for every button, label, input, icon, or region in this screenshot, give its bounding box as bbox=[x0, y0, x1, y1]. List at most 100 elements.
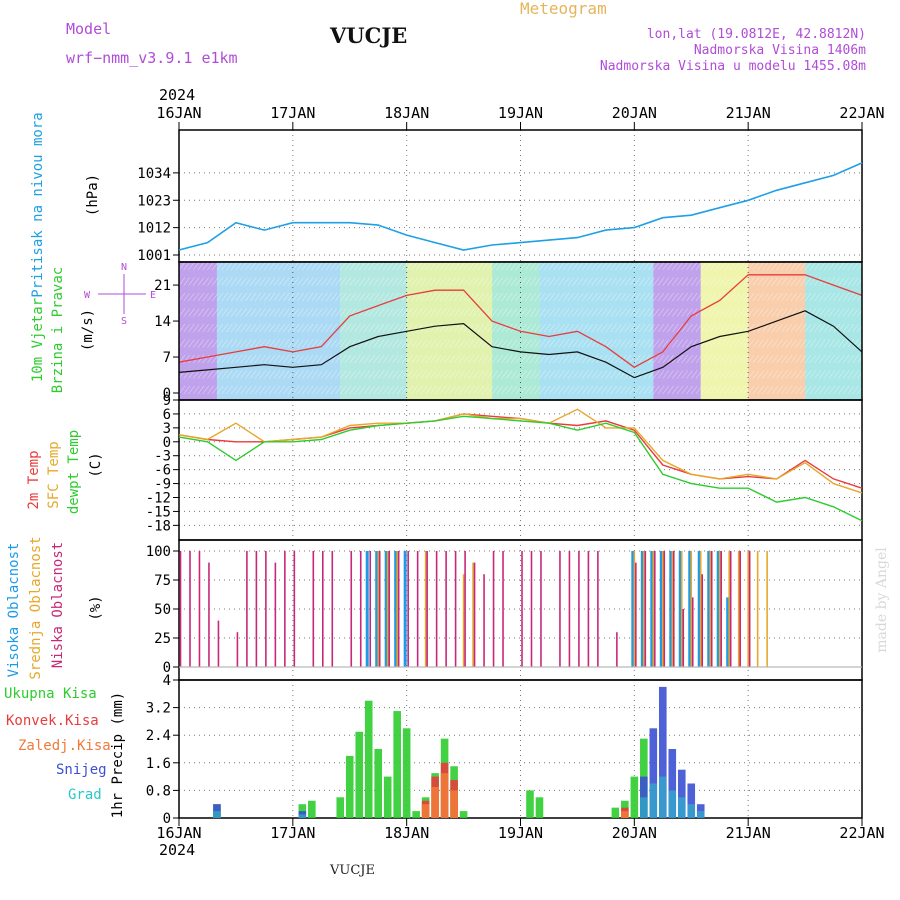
wind-barb bbox=[302, 292, 309, 302]
wind-barb bbox=[833, 370, 840, 379]
wind-barb bbox=[420, 354, 428, 364]
wind-barb bbox=[634, 277, 641, 286]
wind-barb bbox=[477, 277, 485, 286]
wind-barb bbox=[624, 339, 632, 348]
wind-barb bbox=[425, 323, 432, 333]
wind-barb bbox=[491, 323, 499, 333]
wind-barb bbox=[463, 308, 470, 317]
wind-barb bbox=[747, 370, 755, 379]
wind-barb bbox=[838, 292, 845, 302]
wind-barb bbox=[387, 292, 394, 302]
wind-barb bbox=[819, 385, 826, 395]
wind-barb bbox=[363, 308, 371, 317]
wind-barb bbox=[634, 385, 641, 395]
wind-barb bbox=[335, 277, 342, 286]
wind-barb bbox=[387, 323, 394, 333]
wind-barb bbox=[709, 277, 717, 286]
wind-barb bbox=[861, 354, 869, 364]
wind-barb bbox=[861, 308, 869, 317]
wind-barb bbox=[676, 370, 684, 379]
wind-barb bbox=[529, 339, 537, 348]
wind-barb bbox=[425, 277, 432, 286]
wind-barb bbox=[482, 261, 489, 271]
wind-barb bbox=[814, 292, 821, 302]
wind-barb bbox=[747, 385, 755, 395]
wind-barb bbox=[264, 339, 271, 348]
wind-barb bbox=[804, 323, 812, 333]
wind-barb bbox=[529, 370, 537, 379]
wind-barb bbox=[804, 339, 812, 348]
wind-barb bbox=[800, 308, 807, 317]
wind-barb bbox=[733, 277, 741, 286]
wind-barb bbox=[330, 323, 338, 333]
wind-barb bbox=[747, 339, 755, 348]
wind-barb bbox=[657, 385, 665, 395]
wind-barb bbox=[657, 370, 665, 379]
wind-barb bbox=[548, 261, 556, 271]
wind-barb bbox=[629, 339, 636, 348]
wind-barb bbox=[847, 323, 855, 333]
wind-barb bbox=[292, 308, 300, 317]
precip-total-bar bbox=[630, 776, 639, 818]
wind-barb bbox=[790, 385, 798, 395]
wind-barb bbox=[553, 292, 560, 302]
wind-barb bbox=[828, 261, 836, 271]
wind-barb bbox=[520, 370, 527, 379]
wind-barb bbox=[728, 308, 736, 317]
wind-barb bbox=[458, 292, 466, 302]
wind-barb bbox=[477, 261, 485, 271]
wind-barb bbox=[439, 370, 447, 379]
wind-barb bbox=[543, 339, 551, 348]
wind-barb bbox=[406, 354, 413, 364]
wind-barb bbox=[581, 323, 589, 333]
wind-barb bbox=[605, 354, 613, 364]
wind-barb bbox=[240, 277, 247, 286]
wind-barb bbox=[392, 370, 399, 379]
wind-barb bbox=[543, 277, 551, 286]
wind-barb bbox=[634, 354, 641, 364]
wind-barb bbox=[553, 339, 560, 348]
wind-barb bbox=[643, 292, 651, 302]
wind-barb bbox=[230, 354, 238, 364]
wind-barb bbox=[358, 292, 366, 302]
wind-barb bbox=[591, 261, 598, 271]
wind-barb bbox=[344, 308, 352, 317]
wind-barb bbox=[785, 370, 793, 379]
wind-barb bbox=[245, 323, 252, 333]
wind-barb bbox=[444, 354, 451, 364]
wind-barb bbox=[610, 292, 617, 302]
wind-barb bbox=[449, 261, 456, 271]
wind-barb bbox=[543, 354, 551, 364]
wind-barb bbox=[700, 323, 707, 333]
wind-barb bbox=[529, 261, 537, 271]
wind-barb bbox=[363, 323, 371, 333]
wind-barb bbox=[691, 385, 698, 395]
wind-barb bbox=[273, 277, 281, 286]
wind-barb bbox=[785, 354, 793, 364]
wind-barb bbox=[752, 339, 760, 348]
wind-barb bbox=[420, 339, 428, 348]
wind-barb bbox=[268, 339, 276, 348]
wind-barb bbox=[259, 339, 266, 348]
wind-barb bbox=[396, 354, 404, 364]
wind-barb bbox=[766, 261, 774, 271]
wind-barb bbox=[249, 261, 257, 271]
wind-barb bbox=[192, 339, 200, 348]
wind-barb bbox=[387, 261, 394, 271]
wind-barb bbox=[501, 385, 508, 395]
wind-barb bbox=[643, 323, 651, 333]
wind-barb bbox=[548, 354, 556, 364]
wind-barb bbox=[411, 261, 418, 271]
wind-barb bbox=[221, 261, 228, 271]
wind-barb bbox=[762, 323, 769, 333]
wind-barb bbox=[506, 370, 513, 379]
wind-barb bbox=[316, 354, 323, 364]
wind-barb bbox=[330, 292, 338, 302]
wind-barb bbox=[401, 339, 409, 348]
wind-barb bbox=[534, 308, 541, 317]
wind-barb bbox=[809, 370, 817, 379]
wind-barb bbox=[515, 292, 522, 302]
wind-barb bbox=[700, 339, 707, 348]
wind-barb bbox=[795, 292, 802, 302]
wind-barb bbox=[738, 308, 745, 317]
